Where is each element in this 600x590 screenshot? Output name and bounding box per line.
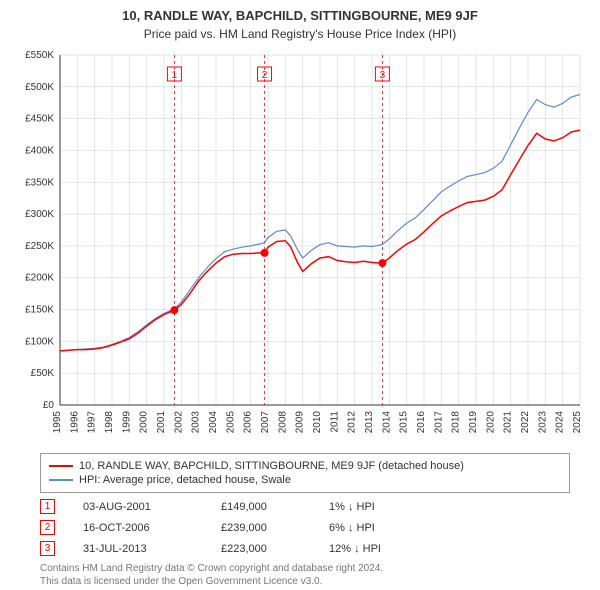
svg-text:£550K: £550K xyxy=(25,50,54,61)
svg-text:2014: 2014 xyxy=(381,411,392,434)
svg-text:3: 3 xyxy=(380,70,386,81)
svg-text:2008: 2008 xyxy=(277,411,288,434)
svg-text:2020: 2020 xyxy=(485,411,496,434)
svg-text:2021: 2021 xyxy=(503,411,514,434)
footer-line-1: Contains HM Land Registry data © Crown c… xyxy=(40,562,570,575)
svg-text:2003: 2003 xyxy=(191,411,202,434)
event-diff: 6% ↓ HPI xyxy=(329,522,419,534)
svg-text:1998: 1998 xyxy=(104,411,115,434)
svg-text:£450K: £450K xyxy=(25,114,54,125)
chart-svg: £0 £50K £100K £150K £200K £250K £300K £350K £400… xyxy=(10,45,590,445)
event-date: 31-JUL-2013 xyxy=(83,543,193,555)
svg-text:2012: 2012 xyxy=(347,411,358,434)
event-marker: 2 xyxy=(40,520,55,535)
legend-label: 10, RANDLE WAY, BAPCHILD, SITTINGBOURNE,… xyxy=(79,460,464,472)
svg-text:2022: 2022 xyxy=(520,411,531,434)
chart-title: 10, RANDLE WAY, BAPCHILD, SITTINGBOURNE,… xyxy=(0,8,600,23)
svg-text:1995: 1995 xyxy=(52,411,63,434)
svg-text:£0: £0 xyxy=(43,400,55,411)
svg-text:2013: 2013 xyxy=(364,411,375,434)
svg-text:2023: 2023 xyxy=(537,411,548,434)
svg-text:2: 2 xyxy=(262,70,268,81)
event-price: £223,000 xyxy=(221,543,301,555)
title-block: 10, RANDLE WAY, BAPCHILD, SITTINGBOURNE,… xyxy=(0,0,600,45)
chart-subtitle: Price paid vs. HM Land Registry's House … xyxy=(0,27,600,41)
svg-text:2025: 2025 xyxy=(572,411,583,434)
event-row: 3 31-JUL-2013 £223,000 12% ↓ HPI xyxy=(40,541,570,556)
event-row: 2 16-OCT-2006 £239,000 6% ↓ HPI xyxy=(40,520,570,535)
svg-text:2018: 2018 xyxy=(451,411,462,434)
event-price: £149,000 xyxy=(221,501,301,513)
svg-text:£200K: £200K xyxy=(25,273,54,284)
svg-text:1996: 1996 xyxy=(69,411,80,434)
svg-text:£150K: £150K xyxy=(25,305,54,316)
event-date: 16-OCT-2006 xyxy=(83,522,193,534)
event-row: 1 03-AUG-2001 £149,000 1% ↓ HPI xyxy=(40,499,570,514)
footer: Contains HM Land Registry data © Crown c… xyxy=(40,562,570,588)
svg-text:2011: 2011 xyxy=(329,411,340,433)
event-marker: 3 xyxy=(40,541,55,556)
chart-container: £0 £50K £100K £150K £200K £250K £300K £350K £400… xyxy=(10,45,590,445)
legend-label: HPI: Average price, detached house, Swal… xyxy=(79,474,291,486)
svg-text:£400K: £400K xyxy=(25,145,54,156)
svg-text:2004: 2004 xyxy=(208,411,219,434)
event-diff: 1% ↓ HPI xyxy=(329,501,419,513)
svg-text:£350K: £350K xyxy=(25,177,54,188)
svg-text:£250K: £250K xyxy=(25,241,54,252)
legend: 10, RANDLE WAY, BAPCHILD, SITTINGBOURNE,… xyxy=(40,453,570,493)
svg-text:2009: 2009 xyxy=(295,411,306,434)
svg-text:1999: 1999 xyxy=(121,411,132,434)
event-diff: 12% ↓ HPI xyxy=(329,543,419,555)
legend-row: 10, RANDLE WAY, BAPCHILD, SITTINGBOURNE,… xyxy=(49,460,561,472)
legend-row: HPI: Average price, detached house, Swal… xyxy=(49,474,561,486)
legend-swatch xyxy=(49,479,73,481)
svg-text:2015: 2015 xyxy=(399,411,410,434)
svg-text:2002: 2002 xyxy=(173,411,184,434)
legend-swatch xyxy=(49,465,73,467)
event-date: 03-AUG-2001 xyxy=(83,501,193,513)
svg-text:2019: 2019 xyxy=(468,411,479,434)
svg-text:2007: 2007 xyxy=(260,411,271,434)
svg-text:2017: 2017 xyxy=(433,411,444,434)
svg-text:1: 1 xyxy=(172,70,178,81)
svg-text:2024: 2024 xyxy=(555,411,566,434)
event-price: £239,000 xyxy=(221,522,301,534)
svg-text:£50K: £50K xyxy=(31,368,55,379)
events-table: 1 03-AUG-2001 £149,000 1% ↓ HPI 2 16-OCT-2006… xyxy=(40,499,570,556)
svg-text:2001: 2001 xyxy=(156,411,167,434)
svg-text:£500K: £500K xyxy=(25,82,54,93)
svg-text:2016: 2016 xyxy=(416,411,427,434)
event-marker: 1 xyxy=(40,499,55,514)
svg-text:2006: 2006 xyxy=(243,411,254,434)
svg-text:£300K: £300K xyxy=(25,209,54,220)
svg-text:1997: 1997 xyxy=(87,411,98,434)
svg-text:2005: 2005 xyxy=(225,411,236,434)
svg-text:2010: 2010 xyxy=(312,411,323,434)
svg-text:2000: 2000 xyxy=(139,411,150,434)
footer-line-2: This data is licensed under the Open Gov… xyxy=(40,575,570,588)
svg-text:£100K: £100K xyxy=(25,336,54,347)
